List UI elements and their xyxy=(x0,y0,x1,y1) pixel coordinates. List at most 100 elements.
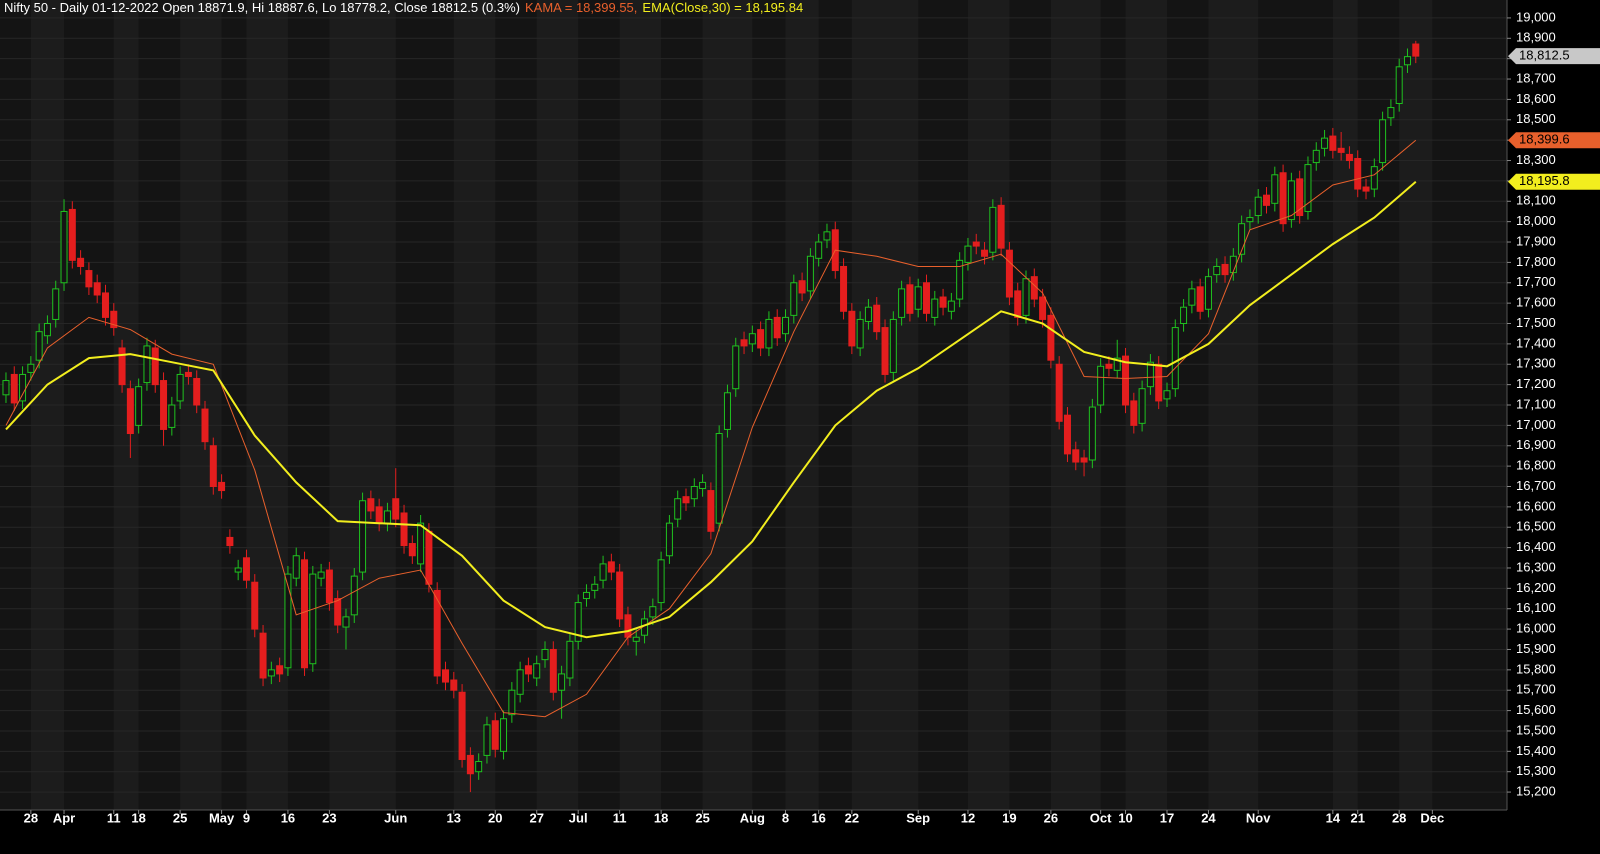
candle-body xyxy=(972,241,980,247)
candle-body xyxy=(707,490,715,532)
candle-body xyxy=(607,561,615,573)
candle-body xyxy=(1196,286,1204,312)
candle-body xyxy=(889,318,897,373)
y-tick-label: 15,200 xyxy=(1516,784,1556,799)
candle-body xyxy=(1329,135,1337,151)
candle-body xyxy=(1337,147,1345,153)
candle-body xyxy=(1395,66,1403,104)
candle-body xyxy=(566,640,574,679)
candle-body xyxy=(184,371,192,377)
candle-body xyxy=(1122,355,1130,406)
candle-body xyxy=(939,296,947,308)
candle-body xyxy=(458,691,466,760)
candle-body xyxy=(309,573,317,665)
x-tick-label: Jun xyxy=(384,810,407,825)
y-tick-label: 15,800 xyxy=(1516,661,1556,676)
candle-body xyxy=(740,339,748,347)
candle-body xyxy=(1047,314,1055,361)
candle-body xyxy=(856,318,864,349)
candle-body xyxy=(52,288,60,320)
candle-body xyxy=(757,329,765,349)
candle-body xyxy=(748,333,756,345)
candle-body xyxy=(60,210,68,284)
candle-body xyxy=(1254,196,1262,217)
candle-body xyxy=(1088,406,1096,461)
candle-body xyxy=(1387,107,1395,119)
candle-body xyxy=(1163,390,1171,400)
candle-body xyxy=(1370,166,1378,190)
y-tick-label: 18,700 xyxy=(1516,70,1556,85)
x-tick-label: 13 xyxy=(447,810,461,825)
x-tick-label: 18 xyxy=(131,810,145,825)
candle-body xyxy=(101,292,109,318)
candle-body xyxy=(491,720,499,750)
candle-body xyxy=(1296,178,1304,217)
y-tick-label: 18,600 xyxy=(1516,91,1556,106)
candle-body xyxy=(201,408,209,443)
x-tick-label: 28 xyxy=(24,810,38,825)
candle-body xyxy=(1221,263,1229,276)
candle-body xyxy=(1005,249,1013,298)
candle-body xyxy=(1188,288,1196,306)
candle-body xyxy=(251,581,259,630)
x-tick-label: 16 xyxy=(281,810,295,825)
candle-body xyxy=(43,323,51,337)
candle-body xyxy=(1238,223,1246,255)
candle-body xyxy=(1362,186,1370,192)
candle-body xyxy=(989,206,997,253)
price-tag xyxy=(1508,132,1600,149)
candle-body xyxy=(226,536,234,547)
x-tick-label: Oct xyxy=(1090,810,1112,825)
x-tick-label: 11 xyxy=(613,810,627,825)
plot-area xyxy=(0,0,1507,810)
candle-body xyxy=(765,318,773,349)
candle-body xyxy=(475,761,483,773)
candle-body xyxy=(93,282,101,296)
candle-body xyxy=(19,373,27,402)
y-tick-label: 16,400 xyxy=(1516,539,1556,554)
candle-body xyxy=(10,373,18,404)
x-tick-label: May xyxy=(209,810,235,825)
candle-body xyxy=(914,286,922,310)
candle-body xyxy=(997,204,1005,249)
candle-body xyxy=(135,386,143,426)
candle-body xyxy=(301,559,309,669)
candle-body xyxy=(840,265,848,312)
candle-body xyxy=(1180,306,1188,325)
candle-body xyxy=(425,530,433,585)
candle-body xyxy=(375,506,383,524)
candle-body xyxy=(723,392,731,430)
candle-body xyxy=(674,498,682,520)
candle-body xyxy=(1055,363,1063,422)
candle-body xyxy=(947,300,955,312)
x-tick-label: 28 xyxy=(1392,810,1406,825)
candle-body xyxy=(782,316,790,335)
candle-body xyxy=(292,555,300,579)
candle-body xyxy=(500,718,508,752)
candle-body xyxy=(168,404,176,428)
y-tick-label: 17,700 xyxy=(1516,274,1556,289)
candle-body xyxy=(1403,56,1411,66)
y-tick-label: 18,100 xyxy=(1516,193,1556,208)
candle-body xyxy=(1287,180,1295,221)
y-tick-label: 15,300 xyxy=(1516,763,1556,778)
candle-body xyxy=(441,669,449,683)
y-tick-label: 15,700 xyxy=(1516,682,1556,697)
x-tick-label: 24 xyxy=(1201,810,1216,825)
title-text: Nifty 50 - Daily 01-12-2022 Open 18871.9… xyxy=(4,0,520,15)
candle-body xyxy=(1354,157,1362,190)
y-tick-label: 16,300 xyxy=(1516,559,1556,574)
price-tag-label: 18,399.6 xyxy=(1519,132,1570,147)
y-tick-label: 18,000 xyxy=(1516,213,1556,228)
x-tick-label: 22 xyxy=(845,810,859,825)
y-tick-label: 17,600 xyxy=(1516,295,1556,310)
candle-body xyxy=(1321,137,1329,149)
candle-body xyxy=(350,575,358,616)
candle-body xyxy=(450,679,458,691)
candle-body xyxy=(408,543,416,557)
x-tick-label: 11 xyxy=(107,810,121,825)
candle-body xyxy=(317,571,325,579)
candle-body xyxy=(981,249,989,257)
